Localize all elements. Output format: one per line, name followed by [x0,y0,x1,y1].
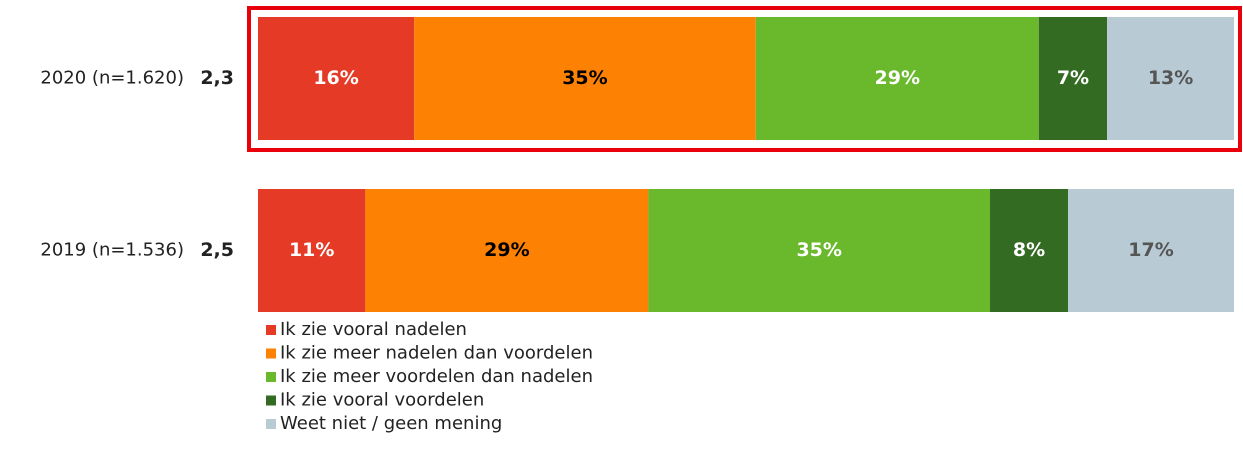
legend-label: Ik zie vooral nadelen [280,319,467,340]
bar-segment [258,189,366,312]
data-label: 17% [1128,239,1173,261]
bar-segment [1038,17,1108,140]
bar-segment [990,189,1069,312]
data-label: 13% [1148,67,1193,89]
data-label: 7% [1057,67,1089,89]
legend-swatch [266,372,276,382]
bar-segment [1068,189,1234,312]
data-label: 11% [289,239,334,261]
legend-swatch [266,348,276,359]
data-label: 8% [1013,239,1045,261]
data-label: 35% [562,67,607,89]
data-label: 29% [875,67,920,89]
legend-label: Ik zie meer nadelen dan voordelen [280,343,593,364]
category-score: 2,5 [200,239,234,261]
bar-segment [365,189,649,312]
highlight-box [247,6,1242,152]
category-label: 2020 (n=1.620) [40,68,184,89]
category-label: 2019 (n=1.536) [40,240,184,261]
bar-segment [258,17,415,140]
legend-label: Ik zie vooral voordelen [280,390,484,411]
legend-label: Weet niet / geen mening [280,413,502,434]
legend-label: Ik zie meer voordelen dan nadelen [280,366,593,387]
legend-swatch [266,325,276,335]
data-label: 16% [313,67,358,89]
data-label: 35% [796,239,841,261]
bar-segment [1107,17,1234,140]
legend-swatch [266,395,276,406]
category-score: 2,3 [200,67,234,89]
bar-segment [414,17,756,140]
data-label: 29% [484,239,529,261]
bar-segment [755,17,1039,140]
bar-segment [648,189,990,312]
legend-swatch [266,419,276,429]
